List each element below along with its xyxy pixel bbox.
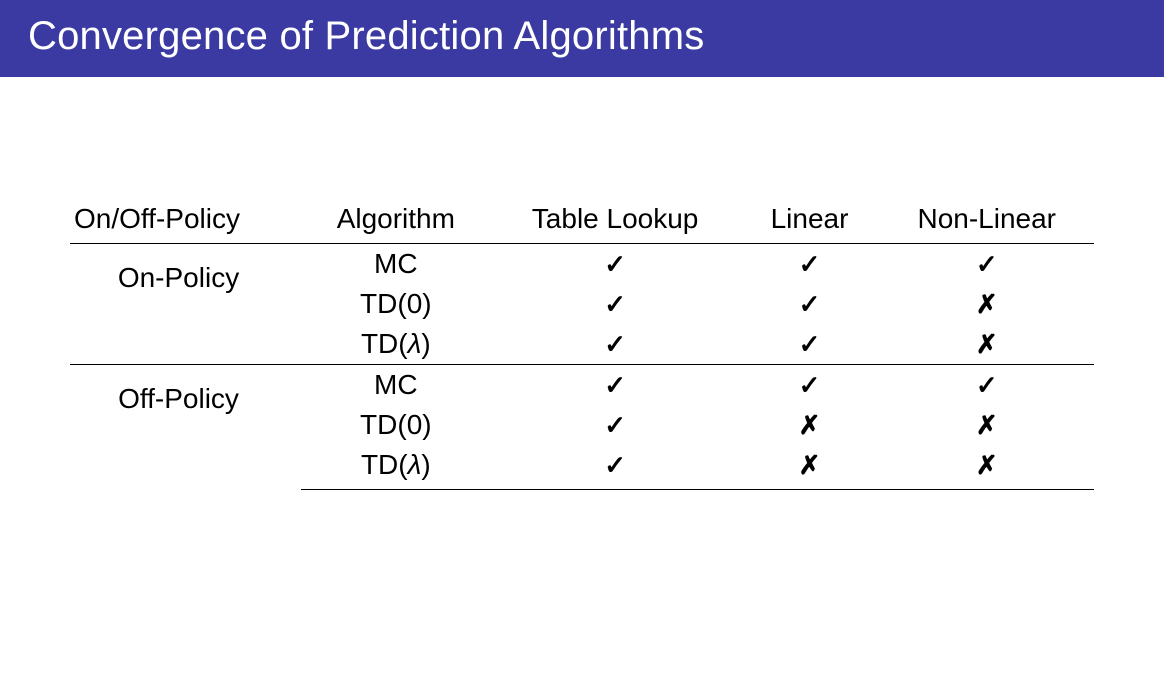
cell-nonlinear: ✓ — [879, 365, 1094, 406]
col-nonlinear: Non-Linear — [879, 197, 1094, 244]
col-table-lookup: Table Lookup — [491, 197, 740, 244]
cell-policy: Off-Policy — [70, 365, 301, 490]
check-icon: ✓ — [604, 249, 626, 279]
cell-linear: ✗ — [740, 405, 880, 445]
slide: Convergence of Prediction Algorithms On/… — [0, 0, 1164, 687]
cell-algorithm: TD(0) — [301, 284, 491, 324]
check-icon: ✓ — [604, 370, 626, 400]
convergence-table: On/Off-Policy Algorithm Table Lookup Lin… — [70, 197, 1094, 490]
cell-algorithm: MC — [301, 365, 491, 406]
cell-linear: ✓ — [740, 244, 880, 285]
cell-linear: ✓ — [740, 365, 880, 406]
cell-algorithm: TD(0) — [301, 405, 491, 445]
check-icon: ✓ — [799, 329, 821, 359]
cross-icon: ✗ — [976, 289, 998, 319]
col-policy: On/Off-Policy — [70, 197, 301, 244]
col-linear: Linear — [740, 197, 880, 244]
cell-algorithm: TD(λ) — [301, 445, 491, 490]
cell-nonlinear: ✗ — [879, 324, 1094, 365]
check-icon: ✓ — [604, 289, 626, 319]
slide-content: On/Off-Policy Algorithm Table Lookup Lin… — [0, 77, 1164, 490]
cell-algorithm: MC — [301, 244, 491, 285]
cell-algorithm: TD(λ) — [301, 324, 491, 365]
cell-table-lookup: ✓ — [491, 284, 740, 324]
cell-table-lookup: ✓ — [491, 365, 740, 406]
cell-table-lookup: ✓ — [491, 405, 740, 445]
table-row: Off-PolicyMC✓✓✓ — [70, 365, 1094, 406]
cross-icon: ✗ — [976, 410, 998, 440]
check-icon: ✓ — [604, 450, 626, 480]
table-header-row: On/Off-Policy Algorithm Table Lookup Lin… — [70, 197, 1094, 244]
cell-nonlinear: ✗ — [879, 405, 1094, 445]
lambda-symbol: λ — [408, 328, 422, 359]
check-icon: ✓ — [976, 249, 998, 279]
col-algorithm: Algorithm — [301, 197, 491, 244]
cell-table-lookup: ✓ — [491, 244, 740, 285]
cell-policy: On-Policy — [70, 244, 301, 365]
cross-icon: ✗ — [799, 450, 821, 480]
table-row: On-PolicyMC✓✓✓ — [70, 244, 1094, 285]
table-body: On-PolicyMC ✓ ✓ ✓ TD(0) ✓ ✓ ✗ TD(λ) ✓ ✓ ✗ Off-Policy… — [70, 244, 1094, 490]
check-icon: ✓ — [799, 289, 821, 319]
cross-icon: ✗ — [799, 410, 821, 440]
check-icon: ✓ — [604, 329, 626, 359]
slide-title: Convergence of Prediction Algorithms — [0, 0, 1164, 77]
cell-table-lookup: ✓ — [491, 324, 740, 365]
check-icon: ✓ — [799, 249, 821, 279]
cross-icon: ✗ — [976, 450, 998, 480]
cell-nonlinear: ✗ — [879, 284, 1094, 324]
cell-linear: ✓ — [740, 284, 880, 324]
lambda-symbol: λ — [408, 449, 422, 480]
check-icon: ✓ — [799, 370, 821, 400]
check-icon: ✓ — [976, 370, 998, 400]
check-icon: ✓ — [604, 410, 626, 440]
cell-nonlinear: ✗ — [879, 445, 1094, 490]
cell-linear: ✗ — [740, 445, 880, 490]
cell-linear: ✓ — [740, 324, 880, 365]
cross-icon: ✗ — [976, 329, 998, 359]
cell-table-lookup: ✓ — [491, 445, 740, 490]
cell-nonlinear: ✓ — [879, 244, 1094, 285]
